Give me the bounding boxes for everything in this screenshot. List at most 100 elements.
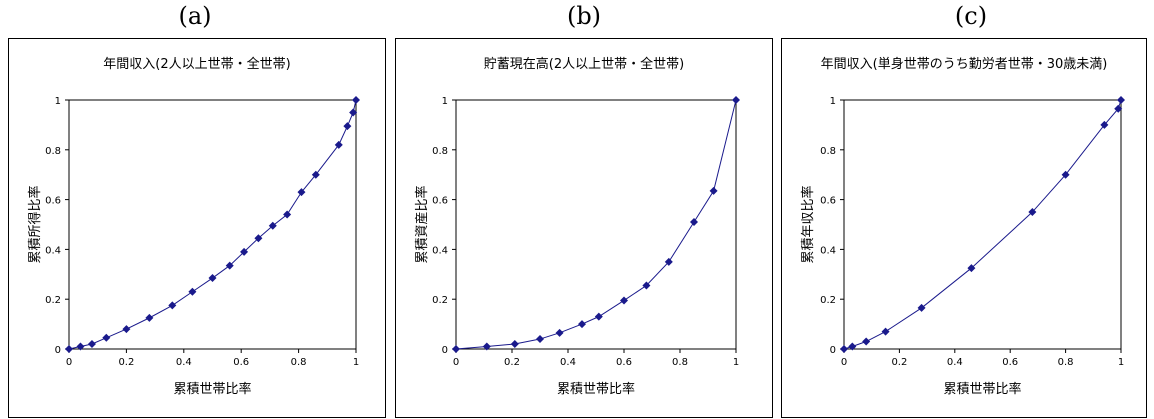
chart-title: 年間収入(2人以上世帯・全世帯): [103, 57, 291, 72]
x-tick-label: 1: [1118, 357, 1124, 368]
chart-title: 貯蓄現在高(2人以上世帯・全世帯): [483, 57, 685, 72]
y-tick-label: 1: [830, 96, 836, 107]
y-tick-label: 0.2: [45, 295, 61, 306]
data-point: [967, 264, 976, 273]
y-tick-label: 0: [442, 345, 448, 356]
y-tick-label: 0.2: [432, 295, 448, 306]
y-tick-label: 0.4: [820, 245, 836, 256]
y-tick-label: 0: [55, 345, 61, 356]
data-point: [168, 301, 177, 310]
data-point: [76, 342, 85, 351]
y-tick-label: 0.6: [432, 196, 448, 207]
x-tick-label: 0.8: [1058, 357, 1074, 368]
plot-frame: [68, 99, 357, 350]
x-tick-label: 0.6: [1002, 357, 1018, 368]
y-tick-label: 1: [442, 96, 448, 107]
data-point: [840, 345, 848, 353]
data-point: [225, 261, 234, 270]
data-point: [1028, 208, 1037, 217]
chart-panel-c: 年間収入(単身世帯のうち勤労者世帯・30歳未満) 0 0.2 0.4 0.6 0.8 1 0…: [781, 38, 1147, 418]
data-point: [297, 188, 306, 197]
data-point: [65, 345, 73, 353]
x-axis-label: 累積世帯比率: [173, 381, 251, 397]
x-axis-label: 累積世帯比率: [557, 381, 635, 397]
data-point: [87, 340, 96, 349]
data-point: [881, 327, 890, 336]
data-point: [1117, 96, 1125, 104]
panel-label-c: (c): [954, 2, 988, 30]
series-line: [68, 99, 357, 350]
data-point: [709, 186, 718, 195]
chart-title: 年間収入(単身世帯のうち勤労者世帯・30歳未満): [820, 57, 1108, 72]
data-point: [352, 96, 360, 104]
data-point: [578, 320, 586, 329]
x-tick-label: 0.4: [947, 357, 963, 368]
data-point: [1061, 170, 1070, 179]
data-point: [664, 257, 673, 266]
y-tick-label: 0.8: [432, 146, 448, 157]
x-tick-label: 1: [733, 357, 739, 368]
x-tick-label: 0.2: [891, 357, 907, 368]
data-point: [208, 274, 217, 283]
y-tick-label: 1: [55, 96, 61, 107]
data-point: [1100, 120, 1109, 129]
x-tick-label: 0.6: [233, 357, 249, 368]
data-point: [188, 287, 197, 296]
series-line: [843, 99, 1122, 350]
data-point: [917, 303, 926, 312]
data-point: [349, 108, 358, 117]
x-tick-label: 1: [353, 357, 359, 368]
data-point: [452, 345, 460, 353]
x-tick-label: 0: [453, 357, 459, 368]
y-tick-label: 0.2: [820, 295, 836, 306]
y-tick-label: 0.8: [820, 146, 836, 157]
data-point: [334, 140, 343, 149]
plot-area: 0 0.2 0.4 0.6 0.8 1 0 0.2 0.4 0.6 0.8 1 累積世帯比率 累積資産比率: [414, 96, 740, 397]
data-point: [343, 122, 352, 131]
plot-area: 0 0.2 0.4 0.6 0.8 1 0 0.2 0.4 0.6 0.8 1 累積世帯比率 累積年収比率: [800, 96, 1125, 397]
data-point: [311, 170, 320, 179]
x-tick-label: 0.4: [560, 357, 576, 368]
data-point: [642, 281, 651, 290]
y-axis-label: 累積資産比率: [414, 185, 430, 263]
y-axis-label: 累積所得比率: [27, 185, 43, 263]
x-axis-label: 累積世帯比率: [943, 381, 1021, 397]
data-point: [620, 296, 628, 305]
data-point: [122, 325, 131, 334]
x-tick-label: 0: [66, 357, 72, 368]
data-point: [690, 218, 698, 227]
x-tick-label: 0: [841, 357, 847, 368]
chart-panel-b: 貯蓄現在高(2人以上世帯・全世帯) 0 0.2 0.4 0.6 0.8 1 0 0.2 0.4 0…: [395, 38, 773, 418]
x-tick-label: 0.4: [176, 357, 192, 368]
data-point: [536, 335, 544, 344]
data-point: [594, 312, 603, 321]
y-tick-label: 0.4: [432, 245, 448, 256]
y-tick-label: 0: [830, 345, 836, 356]
data-point: [848, 342, 857, 351]
data-point: [240, 247, 249, 256]
data-point: [268, 221, 277, 230]
data-point: [283, 210, 292, 219]
y-tick-label: 0.8: [45, 146, 61, 157]
x-tick-label: 0.8: [291, 357, 307, 368]
y-tick-label: 0.4: [45, 245, 61, 256]
data-point: [1114, 104, 1123, 113]
data-point: [732, 96, 740, 104]
y-axis-label: 累積年収比率: [800, 185, 816, 263]
panel-label-b: (b): [566, 2, 602, 30]
panel-label-a: (a): [178, 2, 212, 30]
data-point: [555, 328, 564, 337]
x-tick-label: 0.6: [616, 357, 632, 368]
plot-area: 0 0.2 0.4 0.6 0.8 1 0 0.2 0.4 0.6 0.8 1 累積世帯比率 累積所得比率: [27, 96, 360, 397]
plot-frame: [843, 99, 1122, 350]
x-tick-label: 0.8: [672, 357, 688, 368]
data-point: [482, 342, 491, 351]
y-tick-label: 0.6: [820, 196, 836, 207]
plot-frame: [455, 99, 737, 350]
data-point: [102, 333, 111, 342]
data-point: [862, 337, 871, 346]
chart-panel-a: 年間収入(2人以上世帯・全世帯) 0 0.2 0.4 0.6 0.8 1 0 0.2 0.4 0.…: [8, 38, 386, 418]
y-tick-label: 0.6: [45, 196, 61, 207]
x-tick-label: 0.2: [118, 357, 134, 368]
x-tick-label: 0.2: [504, 357, 520, 368]
